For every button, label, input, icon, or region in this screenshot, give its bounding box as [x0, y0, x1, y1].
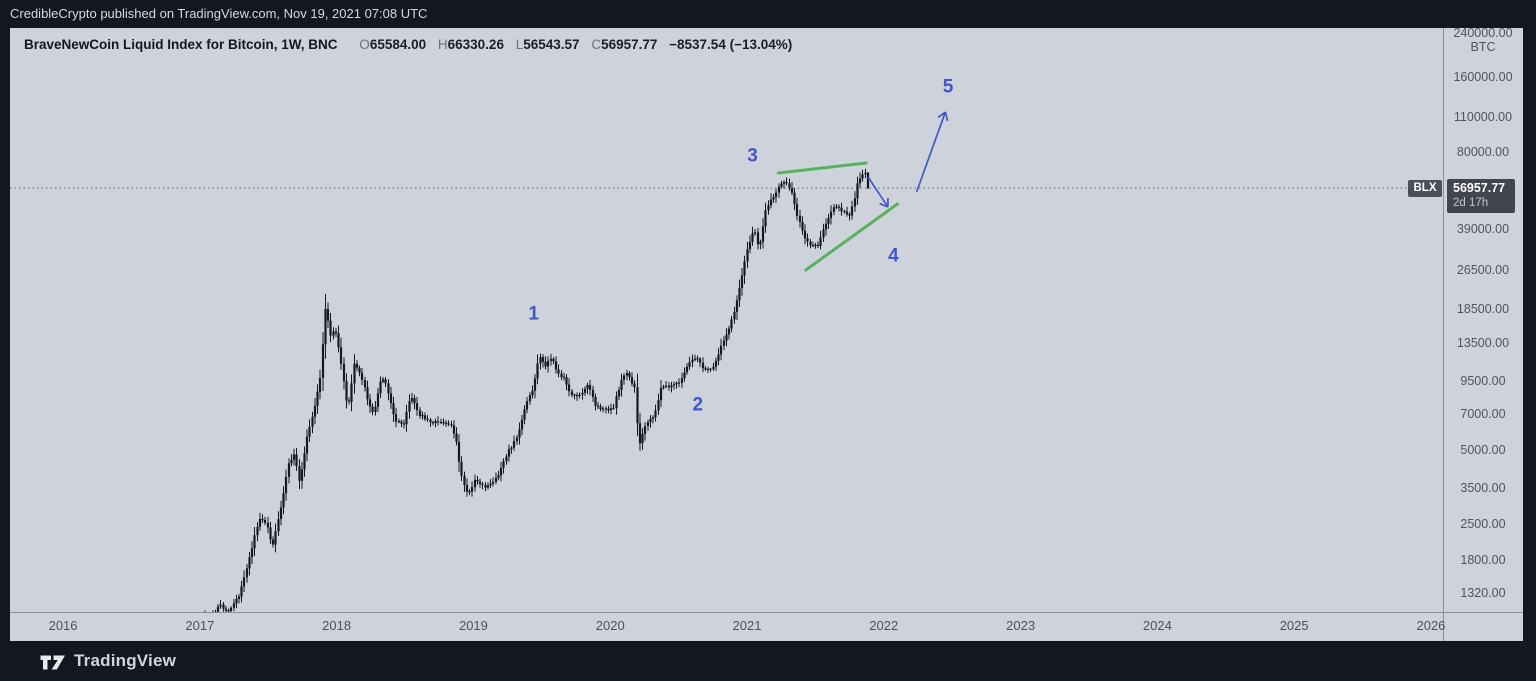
open-value: 65584.00 — [369, 37, 427, 52]
chart-plot-area[interactable]: 1 2 3 4 5 — [10, 28, 1443, 612]
price-tick: 9500.00 — [1460, 373, 1506, 388]
year-tick-2019: 2019 — [458, 618, 488, 633]
price-tick: 80000.00 — [1456, 144, 1510, 159]
wave-arrow-2[interactable] — [915, 111, 949, 193]
trendline-2[interactable] — [804, 202, 899, 272]
open-label: O — [359, 37, 370, 52]
price-tick: 1320.00 — [1460, 586, 1506, 601]
symbol-badge-text: BLX — [1413, 182, 1437, 195]
tradingview-logo-icon[interactable] — [40, 652, 66, 670]
close-value: 56957.77 — [601, 37, 658, 52]
wave-label-4[interactable]: 4 — [888, 245, 899, 266]
price-axis[interactable]: BTC 240000.00 160000.00 110000.00 80000.00 3… — [1443, 26, 1523, 641]
chart-legend[interactable]: BraveNewCoin Liquid Index for Bitcoin, 1… — [24, 37, 792, 55]
low-label: L — [515, 37, 524, 52]
price-tick: 7000.00 — [1460, 406, 1506, 421]
change-value: −8537.54 (−13.04%) — [669, 37, 793, 52]
year-tick-2016: 2016 — [48, 618, 78, 633]
wave-label-1[interactable]: 1 — [528, 303, 539, 324]
trendline-1[interactable] — [776, 161, 868, 175]
year-tick-2018: 2018 — [322, 618, 352, 633]
price-tick: 18500.00 — [1456, 302, 1510, 317]
bar-countdown: 2d 17h — [1453, 197, 1489, 210]
candle-wicks — [204, 168, 869, 612]
time-axis[interactable]: 2016 2017 2018 2019 2020 2021 2022 2023 2024 2025… — [10, 612, 1523, 641]
symbol-title[interactable]: BraveNewCoin Liquid Index for Bitcoin, 1… — [24, 37, 338, 52]
brand-name[interactable]: TradingView — [74, 651, 177, 670]
price-tick: 240000.00 — [1453, 26, 1513, 41]
last-price-label: 56957.77 2d 17h — [1447, 179, 1515, 214]
attribution-bar: CredibleCrypto published on TradingView.… — [0, 0, 1536, 28]
price-tick: 13500.00 — [1456, 335, 1510, 350]
wave-label-2[interactable]: 2 — [692, 394, 703, 415]
year-tick-2020: 2020 — [595, 618, 625, 633]
chart-frame: BraveNewCoin Liquid Index for Bitcoin, 1… — [10, 26, 1523, 641]
price-tick: 160000.00 — [1453, 69, 1513, 84]
price-tick: 39000.00 — [1456, 221, 1510, 236]
symbol-price-badge: BLX — [1408, 180, 1442, 198]
high-value: 66330.26 — [447, 37, 504, 52]
brand-bar: TradingView — [0, 641, 1536, 681]
last-price-value: 56957.77 — [1453, 181, 1506, 196]
price-tick: 26500.00 — [1456, 263, 1510, 278]
price-chart-canvas[interactable]: 1 2 3 4 5 — [10, 28, 1443, 612]
price-tick: 2500.00 — [1460, 517, 1506, 532]
year-tick-2026: 2026 — [1416, 618, 1446, 633]
price-tick: 5000.00 — [1460, 442, 1506, 457]
high-label: H — [437, 37, 448, 52]
close-label: C — [591, 37, 602, 52]
year-tick-2022: 2022 — [869, 618, 899, 633]
attribution-text: CredibleCrypto published on TradingView.… — [10, 6, 428, 21]
year-tick-2025: 2025 — [1279, 618, 1309, 633]
year-tick-2021: 2021 — [732, 618, 762, 633]
price-axis-unit: BTC — [1470, 40, 1496, 55]
candle-bodies — [216, 172, 870, 612]
price-tick: 3500.00 — [1460, 481, 1506, 496]
price-tick: 110000.00 — [1453, 110, 1513, 125]
year-tick-2017: 2017 — [185, 618, 215, 633]
wave-arrow-1[interactable] — [867, 176, 889, 208]
wave-label-3[interactable]: 3 — [747, 145, 758, 166]
wave-label-5[interactable]: 5 — [943, 77, 954, 98]
year-tick-2024: 2024 — [1142, 618, 1172, 633]
year-tick-2023: 2023 — [1006, 618, 1036, 633]
price-tick: 1800.00 — [1460, 552, 1506, 567]
low-value: 56543.57 — [523, 37, 580, 52]
